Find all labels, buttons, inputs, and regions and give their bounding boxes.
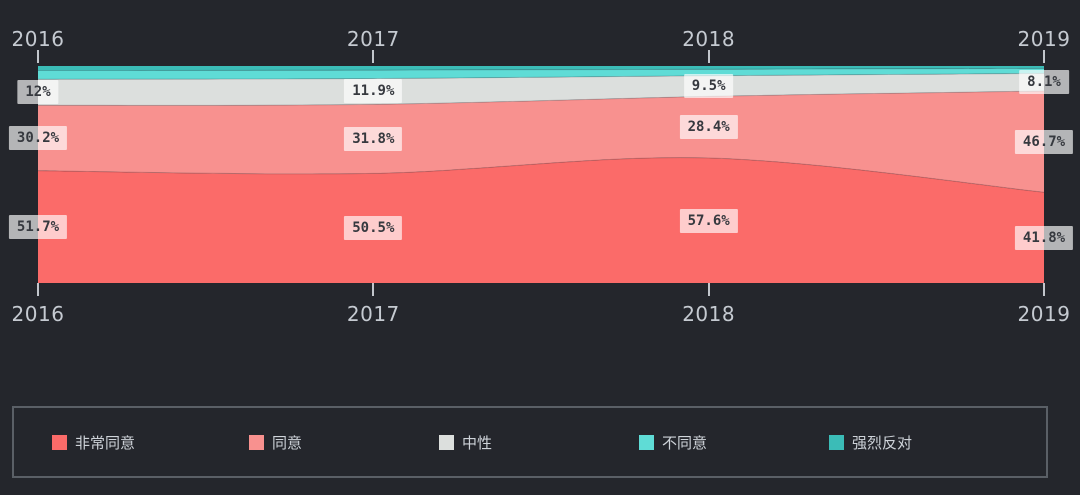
legend-item-3[interactable]: 中性 — [439, 408, 492, 476]
value-label: 51.7% — [8, 214, 68, 239]
area-band-1 — [38, 157, 1044, 283]
band-edge — [38, 157, 1044, 193]
legend-label: 中性 — [462, 433, 493, 452]
legend-item-5[interactable]: 强烈反对 — [829, 408, 912, 476]
x-axis-top-tick — [372, 50, 375, 63]
legend-swatch — [52, 434, 67, 450]
legend: 非常同意 同意 中性 不同意 强烈反对 — [12, 406, 1048, 478]
value-label: 46.7% — [1014, 129, 1074, 154]
legend-label: 不同意 — [662, 433, 708, 452]
legend-label: 强烈反对 — [852, 433, 913, 452]
value-label: 31.8% — [344, 126, 403, 151]
legend-item-2[interactable]: 同意 — [249, 408, 302, 476]
legend-swatch — [829, 434, 844, 450]
value-label: 8.1% — [1019, 70, 1069, 95]
band-edge — [38, 67, 1044, 72]
band-edge — [38, 72, 1044, 80]
x-axis-bottom-label: 2017 — [346, 302, 400, 326]
x-axis-bottom-label: 2016 — [11, 302, 65, 326]
legend-item-1[interactable]: 非常同意 — [52, 408, 135, 476]
x-axis-bottom-tick — [37, 283, 39, 296]
x-axis-top-label: 2019 — [1017, 27, 1071, 51]
x-axis-top-tick — [1043, 50, 1045, 63]
value-label: 28.4% — [679, 115, 738, 140]
legend-swatch — [249, 434, 264, 450]
value-label: 41.8% — [1014, 225, 1074, 250]
legend-swatch — [439, 434, 454, 450]
legend-label: 非常同意 — [75, 433, 136, 452]
x-axis-bottom-tick — [707, 283, 710, 296]
x-axis-bottom-label: 2018 — [682, 302, 736, 326]
area-band-3 — [38, 73, 1044, 106]
band-edge — [38, 90, 1044, 106]
value-label: 12% — [17, 80, 59, 105]
x-axis-bottom-tick — [372, 283, 375, 296]
area-band-2 — [38, 90, 1044, 193]
x-axis-top-label: 2017 — [346, 27, 400, 51]
x-axis-top-label: 2018 — [682, 27, 736, 51]
x-axis-bottom-label: 2019 — [1017, 302, 1071, 326]
legend-swatch — [639, 434, 654, 450]
value-label: 9.5% — [683, 74, 734, 99]
x-axis-top-tick — [707, 50, 710, 63]
area-band-5 — [38, 66, 1044, 71]
x-axis-top-tick — [37, 50, 39, 63]
x-axis-bottom-tick — [1043, 283, 1045, 296]
legend-item-4[interactable]: 不同意 — [639, 408, 707, 476]
legend-label: 同意 — [272, 433, 303, 452]
value-label: 30.2% — [8, 126, 68, 151]
x-axis-top-label: 2016 — [11, 27, 65, 51]
value-label: 50.5% — [344, 216, 403, 241]
value-label: 11.9% — [344, 79, 403, 104]
value-label: 57.6% — [679, 208, 738, 233]
area-band-4 — [38, 68, 1044, 80]
